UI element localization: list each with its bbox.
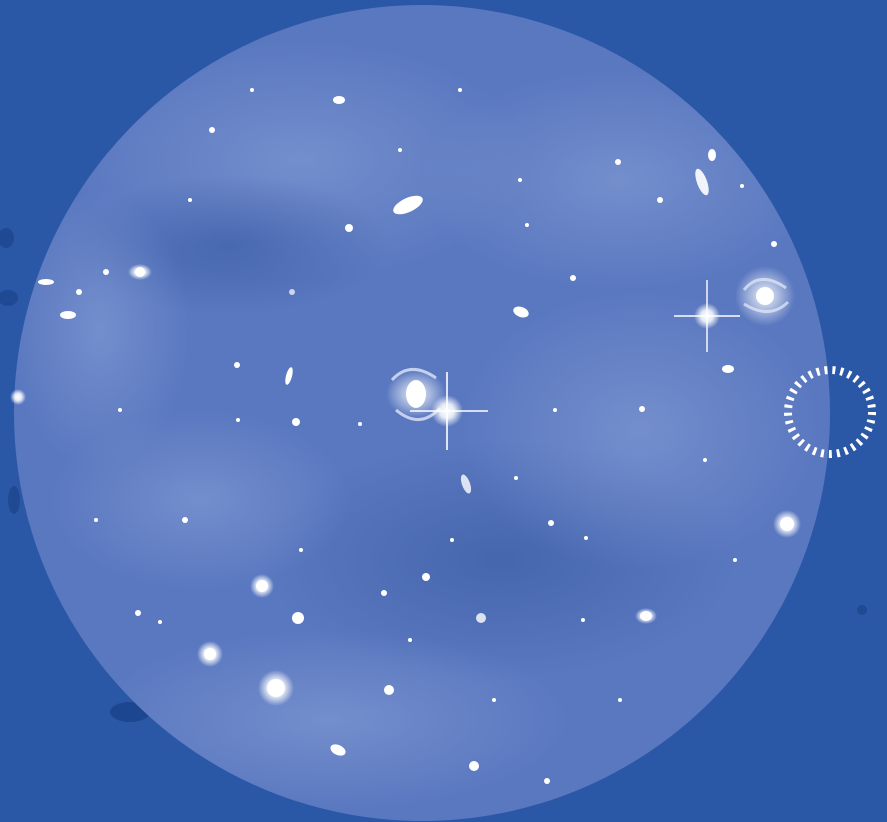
edge-smudge xyxy=(8,486,20,514)
spiral-galaxy-right xyxy=(735,266,795,326)
edge-smudge xyxy=(857,605,867,615)
